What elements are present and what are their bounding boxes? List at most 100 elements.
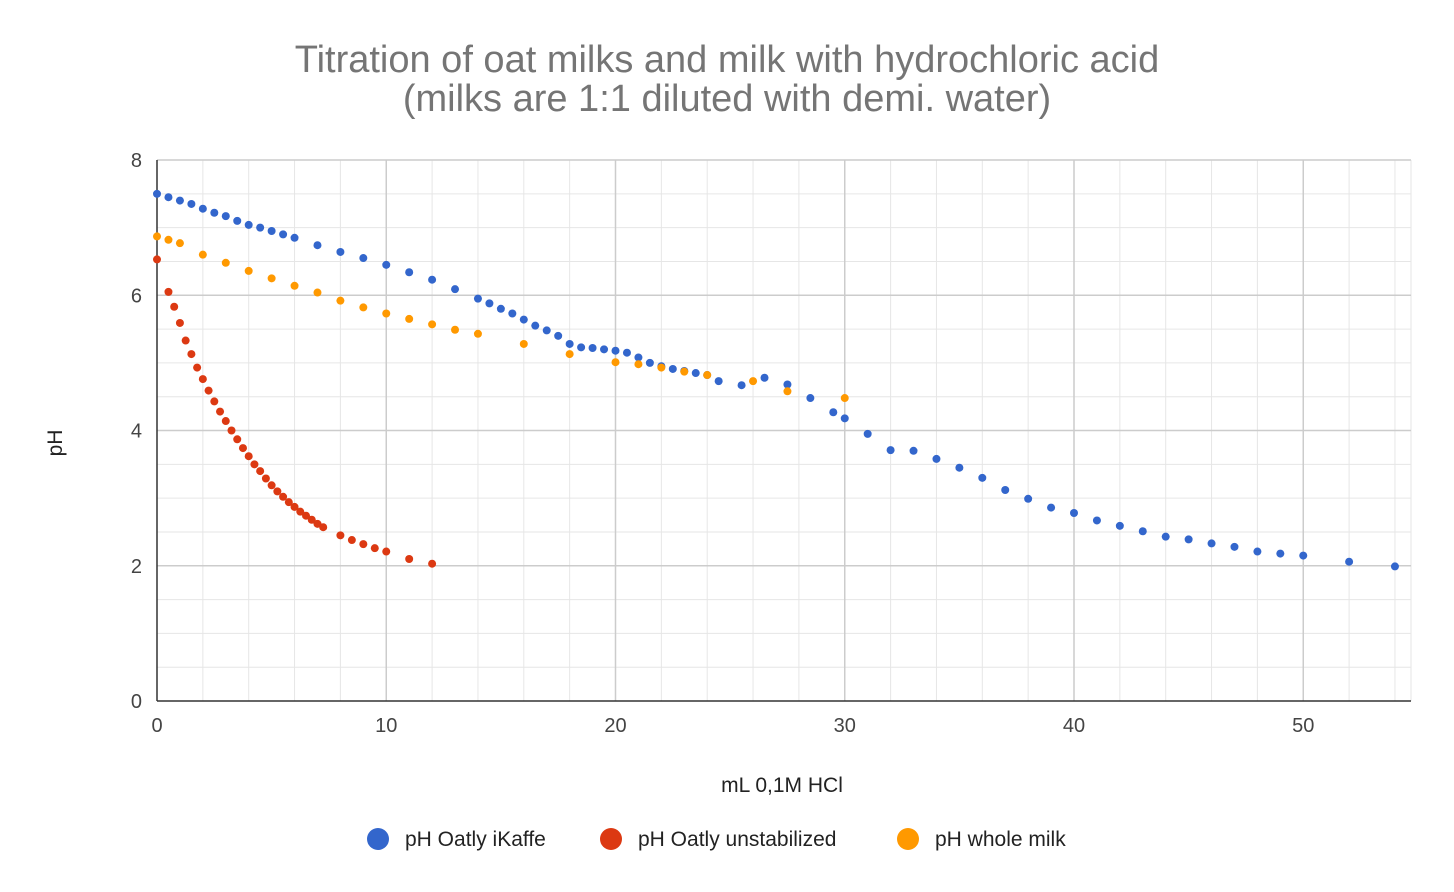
data-points [153,189,1399,571]
data-point [749,377,758,386]
data-point [164,193,173,202]
data-point [261,474,270,483]
data-point [204,386,213,395]
data-point [164,287,173,296]
data-point [198,250,207,259]
data-point [886,446,895,455]
data-point [153,189,161,198]
data-point [164,235,173,244]
data-point [405,554,414,563]
x-tick-label: 20 [604,715,626,737]
data-point [737,381,746,390]
data-point [1276,549,1285,558]
data-point [256,467,265,476]
data-point [359,303,368,312]
data-point [336,247,345,256]
data-point [187,199,196,208]
data-point [153,255,161,264]
data-point [267,274,276,283]
data-point [370,544,379,553]
data-point [267,227,276,236]
data-point [657,363,666,372]
data-point [227,426,236,435]
data-point [170,302,179,311]
data-point [428,320,437,329]
legend-label: pH Oatly iKaffe [405,828,546,851]
data-point [198,204,207,213]
legend-item[interactable]: pH Oatly iKaffe [367,828,546,851]
data-point [382,260,391,269]
data-point [1001,486,1010,495]
data-point [336,296,345,305]
legend-marker [897,828,919,850]
y-tick-label: 6 [131,285,142,307]
data-point [554,331,563,340]
data-point [932,454,941,463]
data-point [313,241,322,250]
x-tick-label: 30 [834,715,856,737]
data-point [382,309,391,318]
data-point [783,387,792,396]
data-point [496,304,505,313]
data-point [307,515,316,524]
data-point [405,314,414,323]
data-point [909,446,918,455]
data-point [1070,509,1079,518]
data-point [760,373,769,382]
series-ph-whole-milk [153,232,849,403]
legend-item[interactable]: pH whole milk [897,828,1066,851]
series-ph-oatly-ikaffe [153,189,1399,571]
data-point [508,309,517,318]
data-point [645,358,654,367]
data-point [216,407,225,416]
y-axis-title: pH [44,430,67,457]
data-point [1092,516,1101,525]
data-point [221,417,230,426]
data-point [473,294,482,303]
x-tick-label: 40 [1063,715,1085,737]
chart-title: Titration of oat milks and milk with hyd… [295,39,1159,81]
data-point [531,321,540,330]
data-point [829,408,838,417]
data-point [181,336,190,345]
data-point [634,360,643,369]
data-point [806,394,815,403]
data-point [588,343,597,352]
data-point [978,473,987,482]
data-point [233,435,242,444]
legend-marker [367,828,389,850]
legend-item[interactable]: pH Oatly unstabilized [600,828,836,851]
data-point [153,232,161,241]
legend-label: pH Oatly unstabilized [638,828,836,851]
data-point [955,463,964,472]
data-point [680,367,689,376]
data-point [233,216,242,225]
data-point [238,444,247,453]
data-point [840,394,849,403]
data-point [382,547,391,556]
data-point [1345,557,1354,566]
data-point [634,353,643,362]
data-point [284,498,293,507]
data-point [840,414,849,423]
series-ph-oatly-unstabilized [153,255,437,568]
data-point [622,348,631,357]
data-point [542,326,551,335]
data-point [347,536,356,545]
data-point [244,220,253,229]
legend-marker [600,828,622,850]
data-point [290,502,299,511]
data-point [175,318,184,327]
legend[interactable]: pH Oatly iKaffe pH Oatly unstabilized pH w… [367,828,1066,851]
data-point [519,339,528,348]
data-point [1047,503,1056,512]
data-point [405,268,414,277]
y-tick-labels: 0 2 4 6 8 [131,150,142,713]
data-point [221,212,230,221]
data-point [273,487,282,496]
data-point [175,196,184,205]
data-point [519,315,528,324]
data-point [485,299,494,308]
data-point [313,288,322,297]
data-point [451,285,460,294]
